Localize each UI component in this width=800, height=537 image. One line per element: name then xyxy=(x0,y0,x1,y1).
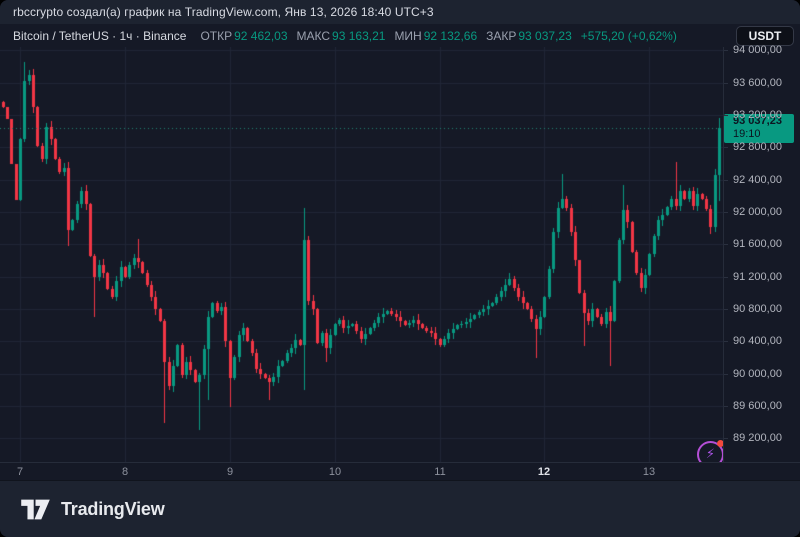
tradingview-logo-mark xyxy=(21,499,50,519)
lightning-icon: ⚡ xyxy=(705,447,716,462)
price-tick-mark xyxy=(724,115,728,116)
ohlc-label: МАКС xyxy=(296,28,331,43)
ohlc-values: ОТКР 92 462,03 МАКС 93 163,21 МИН 92 132,66 ЗА… xyxy=(200,29,580,43)
notification-dot xyxy=(717,440,724,447)
price-tick-mark xyxy=(724,244,728,245)
price-tick-label: 90 000,00 xyxy=(733,368,782,380)
ohlc-value: 93 163,21 xyxy=(332,28,386,43)
time-tick-label: 9 xyxy=(226,466,234,478)
time-tick-label: 10 xyxy=(328,466,342,478)
time-tick-label: 8 xyxy=(121,466,129,478)
brand-name: TradingView xyxy=(61,498,165,519)
price-tick-label: 91 600,00 xyxy=(733,238,782,250)
price-tick-mark xyxy=(724,341,728,342)
attribution-text: rbccrypto создал(а) график на TradingVie… xyxy=(13,5,434,19)
candlestick-chart-canvas[interactable] xyxy=(0,47,723,462)
price-tick-label: 92 000,00 xyxy=(733,206,782,218)
price-tick-label: 92 800,00 xyxy=(733,141,782,153)
price-tick-label: 93 200,00 xyxy=(733,109,782,121)
price-tick-label: 94 000,00 xyxy=(733,44,782,56)
price-tick-mark xyxy=(724,147,728,148)
ohlc-label: МИН xyxy=(394,28,422,43)
tradingview-logo[interactable]: TradingView xyxy=(19,497,165,522)
currency-toggle-button[interactable]: USDT xyxy=(736,25,794,46)
price-tick-mark xyxy=(724,277,728,278)
price-tick-label: 90 400,00 xyxy=(733,335,782,347)
ohlc-value: 92 132,66 xyxy=(423,28,478,43)
ohlc-value: 92 462,03 xyxy=(234,28,288,43)
price-tick-label: 91 200,00 xyxy=(733,271,782,283)
price-tick-mark xyxy=(724,438,728,439)
price-tick-mark xyxy=(724,309,728,310)
price-axis[interactable]: 93 037,23 19:10 94 000,00 93 600,00 93 200… xyxy=(723,44,800,462)
price-tick-label: 93 600,00 xyxy=(733,77,782,89)
time-tick-label: 7 xyxy=(16,466,24,478)
price-tick-mark xyxy=(724,83,728,84)
price-tick-label: 90 800,00 xyxy=(733,303,782,315)
price-tick-label: 89 200,00 xyxy=(733,432,782,444)
price-tick-mark xyxy=(724,50,728,51)
ohlc-value: 93 037,23 xyxy=(518,28,572,43)
current-price-value: 93 037,23 xyxy=(733,115,782,127)
price-tick-mark xyxy=(724,374,728,375)
time-tick-label: 13 xyxy=(642,466,656,478)
footer-bar: TradingView xyxy=(0,480,800,537)
symbol-info-bar: Bitcoin / TetherUS · 1ч · Binance ОТКР 92… xyxy=(0,24,800,47)
time-tick-label: 11 xyxy=(434,466,446,478)
symbol-title[interactable]: Bitcoin / TetherUS · 1ч · Binance xyxy=(13,28,187,43)
price-tick-mark xyxy=(724,212,728,213)
ohlc-label: ЗАКР xyxy=(486,28,517,43)
price-tick-mark xyxy=(724,180,728,181)
price-change: +575,20 (+0,62%) xyxy=(580,28,677,43)
chart-pane[interactable]: ⚡ xyxy=(0,47,724,468)
price-tick-label: 92 400,00 xyxy=(733,174,782,186)
ohlc-label: ОТКР xyxy=(200,28,233,43)
time-axis[interactable]: 7 8 9 10 11 12 13 xyxy=(0,462,800,480)
price-tick-mark xyxy=(724,406,728,407)
bar-countdown: 19:10 xyxy=(733,128,761,140)
attribution-bar: rbccrypto создал(а) график на TradingVie… xyxy=(0,0,800,24)
current-price-label: 93 037,23 19:10 xyxy=(724,114,794,143)
chart-region: ⚡ 93 037,23 19:10 94 000,00 93 600,00 93 2… xyxy=(0,44,800,468)
price-tick-label: 89 600,00 xyxy=(733,400,782,412)
time-tick-label: 12 xyxy=(537,466,551,478)
